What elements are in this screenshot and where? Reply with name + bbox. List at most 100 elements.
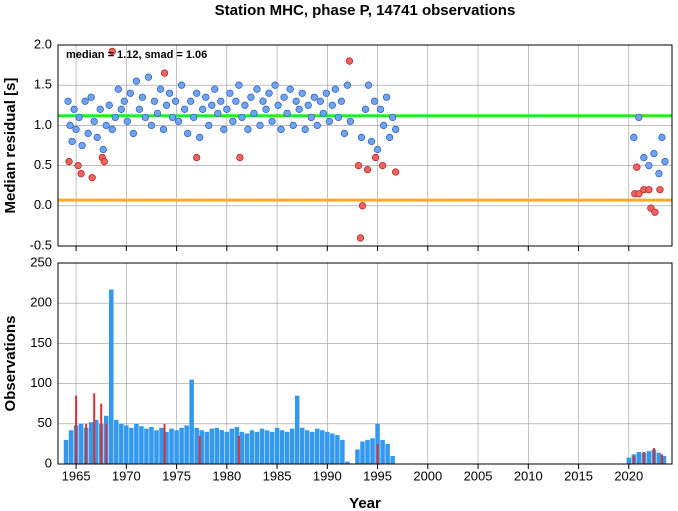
bar	[204, 431, 209, 464]
point	[108, 47, 116, 56]
point	[295, 105, 303, 113]
point	[630, 133, 638, 142]
bar	[134, 423, 139, 464]
bar	[63, 439, 69, 464]
bar	[294, 395, 300, 464]
point	[364, 81, 373, 89]
point	[371, 153, 380, 162]
point	[391, 125, 400, 134]
point	[298, 89, 306, 97]
point	[126, 89, 135, 97]
point	[108, 125, 116, 134]
bar	[330, 433, 335, 464]
point	[292, 97, 300, 105]
bar	[380, 439, 385, 464]
bar	[209, 428, 215, 464]
point	[274, 101, 282, 109]
bar	[642, 451, 645, 464]
point	[70, 105, 78, 113]
x-tick-label: 1970	[112, 468, 141, 483]
bar	[376, 443, 379, 464]
bar	[100, 403, 103, 464]
point	[141, 113, 150, 122]
point	[645, 186, 653, 194]
point	[378, 161, 387, 170]
point	[177, 81, 186, 89]
point	[253, 85, 261, 93]
bar	[365, 439, 370, 464]
point	[236, 153, 244, 162]
point	[640, 153, 648, 162]
point	[363, 165, 372, 174]
point	[356, 234, 365, 242]
point	[289, 121, 297, 130]
point	[304, 101, 312, 109]
point	[102, 121, 110, 130]
bar	[249, 430, 255, 464]
point	[199, 105, 207, 113]
y-tick-label: -0.5	[30, 237, 52, 252]
point	[232, 97, 240, 105]
point	[280, 93, 288, 101]
point	[382, 93, 391, 101]
x-tick-label: 2005	[464, 468, 493, 483]
bar	[184, 425, 189, 464]
bar	[325, 431, 330, 464]
point	[633, 163, 641, 171]
point	[337, 97, 346, 105]
bar	[179, 427, 184, 464]
point	[391, 168, 400, 176]
point	[68, 137, 76, 146]
y-axis-label: Observations	[2, 316, 19, 412]
point	[238, 113, 246, 122]
x-tick-label: 1975	[162, 468, 191, 483]
bar	[198, 435, 201, 464]
point	[162, 101, 171, 109]
bar	[254, 431, 260, 464]
point	[214, 109, 222, 117]
bar	[85, 423, 88, 464]
x-axis-label: Year	[349, 495, 381, 511]
point	[66, 121, 74, 130]
bar	[259, 428, 265, 464]
point	[247, 93, 255, 101]
bar	[269, 431, 275, 464]
point	[661, 157, 669, 166]
y-axis-label: Median residual [s]	[2, 78, 19, 214]
point	[144, 73, 153, 81]
point	[286, 85, 294, 93]
bar	[124, 425, 129, 464]
bar	[244, 433, 250, 464]
point	[645, 161, 653, 170]
point	[301, 125, 309, 134]
y-tick-label: 50	[38, 415, 52, 430]
point	[235, 81, 243, 89]
bar	[661, 455, 667, 464]
bar	[194, 427, 199, 464]
point	[153, 109, 162, 117]
bar	[78, 423, 84, 464]
point	[220, 125, 228, 134]
point	[373, 145, 382, 154]
point	[211, 85, 219, 93]
point	[650, 149, 658, 158]
bar	[304, 430, 310, 464]
bar	[284, 431, 290, 464]
point	[635, 113, 643, 122]
point	[655, 169, 663, 178]
bar	[345, 461, 350, 464]
point	[223, 105, 231, 113]
point	[105, 101, 113, 109]
x-tick-label: 1990	[313, 468, 342, 483]
bar	[239, 431, 245, 464]
point	[262, 105, 270, 113]
point	[81, 97, 89, 105]
point	[193, 89, 201, 97]
point	[313, 121, 321, 130]
point	[87, 93, 95, 101]
point	[310, 93, 318, 101]
point	[171, 97, 180, 105]
point	[271, 81, 279, 89]
point	[385, 133, 394, 142]
